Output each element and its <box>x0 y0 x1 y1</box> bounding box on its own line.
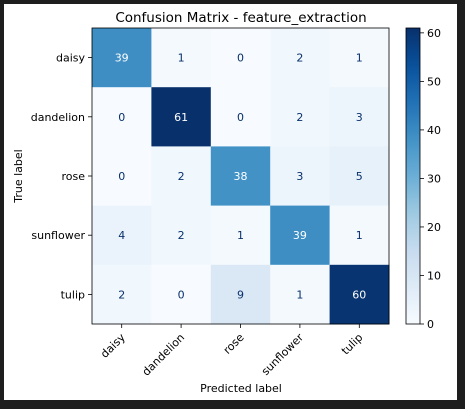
y-axis-ticks: daisy dandelion rose sunflower tulip <box>31 52 92 302</box>
y-tick-label: rose <box>61 170 85 183</box>
cell-value-label: 3 <box>296 170 303 183</box>
colorbar-tick-label: 0 <box>427 318 434 331</box>
cell-value-label: 3 <box>356 111 363 124</box>
cell-value-label: 0 <box>237 52 244 65</box>
cell-value-label: 2 <box>178 229 185 242</box>
cell-value-label: 2 <box>118 288 125 301</box>
cell-value-label: 1 <box>356 229 363 242</box>
x-tick-label: rose <box>221 331 247 357</box>
x-tick-label: daisy <box>98 331 128 361</box>
y-tick-label: sunflower <box>31 229 85 242</box>
colorbar-ticks: 0 10 20 30 40 50 60 <box>420 27 441 331</box>
y-tick-label: tulip <box>61 288 85 301</box>
chart-panel: Confusion Matrix - feature_extraction 39… <box>4 4 457 400</box>
cell-value-label: 2 <box>296 52 303 65</box>
y-tick-label: daisy <box>56 52 86 65</box>
colorbar-tick-label: 20 <box>427 221 441 234</box>
y-tick-label: dandelion <box>31 111 85 124</box>
cell-value-label: 4 <box>118 229 125 242</box>
cell-value-label: 0 <box>178 288 185 301</box>
cell-value-label: 0 <box>118 170 125 183</box>
cell-value-label: 39 <box>293 229 307 242</box>
colorbar <box>406 28 420 324</box>
cell-value-label: 61 <box>174 111 188 124</box>
cell-value-label: 60 <box>352 288 366 301</box>
cell-value-label: 39 <box>115 52 129 65</box>
y-axis-label: True label <box>12 149 25 203</box>
chart-title: Confusion Matrix - feature_extraction <box>115 10 366 26</box>
x-tick-label: dandelion <box>140 331 188 379</box>
colorbar-tick-label: 30 <box>427 172 441 185</box>
cell-value-label: 0 <box>118 111 125 124</box>
cell-value-label: 9 <box>237 288 244 301</box>
x-axis-ticks: daisy dandelion rose sunflower tulip <box>98 324 365 378</box>
cell-value-label: 1 <box>237 229 244 242</box>
cell-value-label: 0 <box>237 111 244 124</box>
colorbar-tick-label: 50 <box>427 75 441 88</box>
confusion-matrix-chart: Confusion Matrix - feature_extraction 39… <box>4 4 457 400</box>
cell-value-label: 38 <box>234 170 248 183</box>
cell-value-label: 5 <box>356 170 363 183</box>
x-axis-label: Predicted label <box>200 382 282 395</box>
cell-value-label: 2 <box>178 170 185 183</box>
cell-value-label: 1 <box>296 288 303 301</box>
colorbar-tick-label: 10 <box>427 269 441 282</box>
cell-value-label: 1 <box>178 52 185 65</box>
colorbar-tick-label: 60 <box>427 27 441 40</box>
cell-value-label: 2 <box>296 111 303 124</box>
heatmap-cells: 39 1 0 2 1 0 61 0 2 3 0 2 38 3 5 4 2 1 39 1 2 0 9 1 60 <box>92 28 390 325</box>
colorbar-tick-label: 40 <box>427 124 441 137</box>
cell-value-label: 1 <box>356 52 363 65</box>
x-tick-label: tulip <box>339 331 365 357</box>
x-tick-label: sunflower <box>259 331 306 378</box>
